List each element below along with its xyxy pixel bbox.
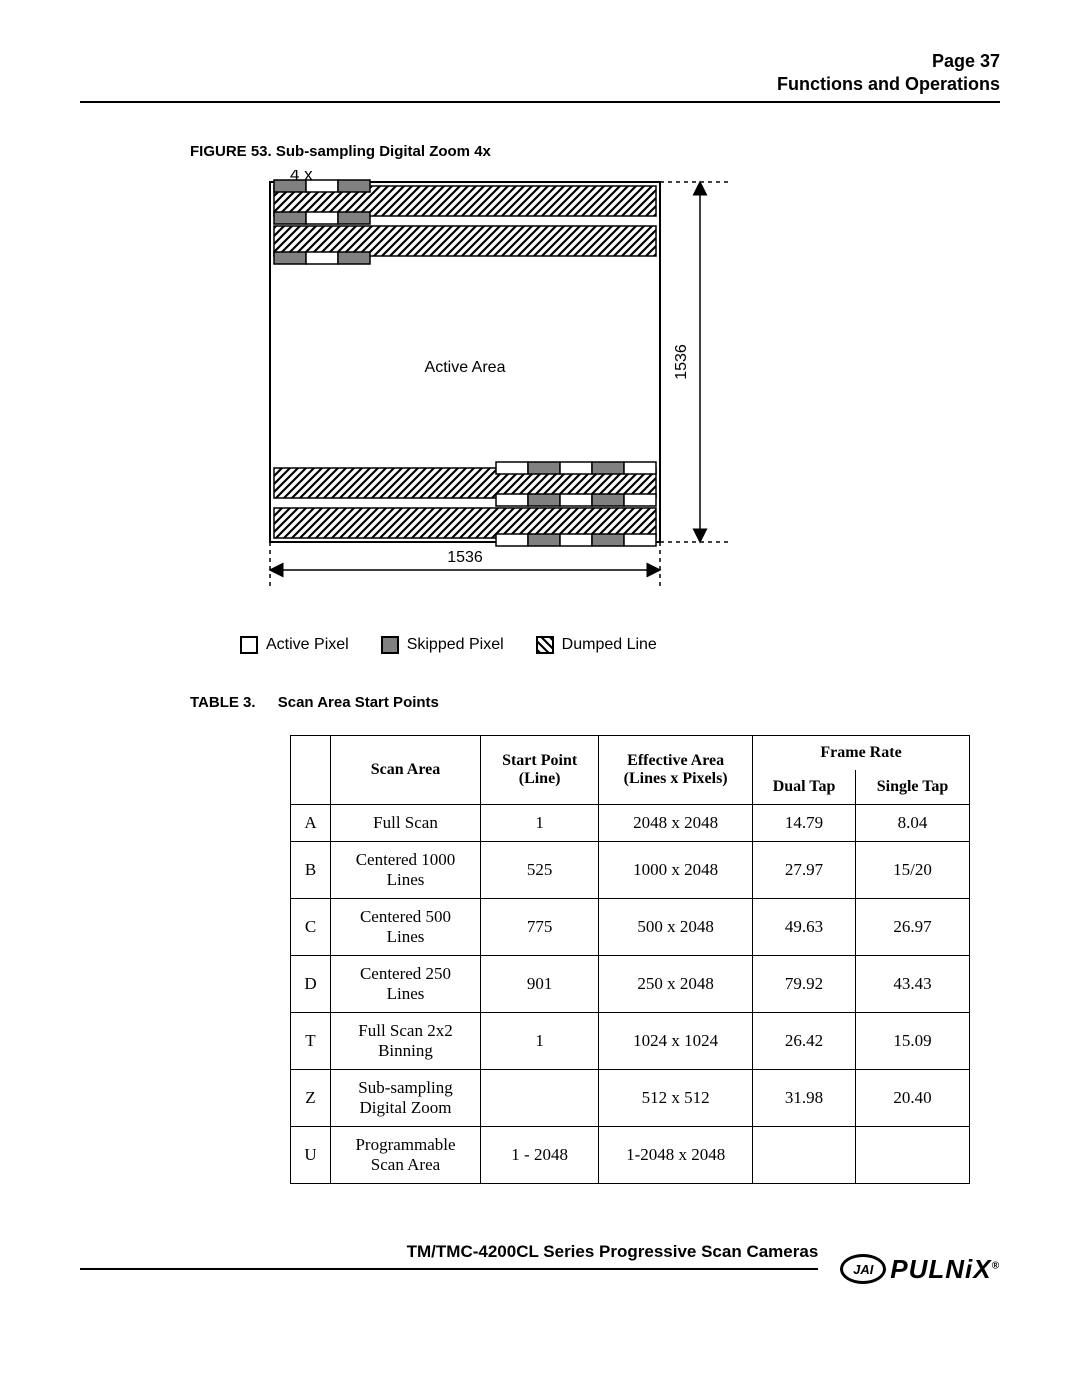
table-row: ZSub-sampling Digital Zoom 512 x 51231.98… (291, 1069, 970, 1126)
table-cell: U (291, 1126, 331, 1183)
logo-pulnix: PULNiX® (890, 1254, 1000, 1285)
table-row: TFull Scan 2x2 Binning11024 x 102426.421… (291, 1012, 970, 1069)
col-effective-area: Effective Area (Lines x Pixels) (599, 735, 753, 804)
figure-legend: Active Pixel Skipped Pixel Dumped Line (240, 636, 1000, 654)
table-cell: Sub-sampling Digital Zoom (331, 1069, 481, 1126)
active-pixel-swatch (240, 636, 258, 654)
brand-logo: JAI PULNiX® (840, 1254, 1000, 1285)
col-code (291, 735, 331, 804)
table-cell: 31.98 (753, 1069, 856, 1126)
table-cell: Full Scan 2x2 Binning (331, 1012, 481, 1069)
page-number: Page 37 (80, 50, 1000, 73)
figure-caption: FIGURE 53. Sub-sampling Digital Zoom 4x (190, 143, 1000, 160)
table-cell: 49.63 (753, 898, 856, 955)
col-scan-area: Scan Area (331, 735, 481, 804)
table-cell: 1024 x 1024 (599, 1012, 753, 1069)
dumped-line-swatch (536, 636, 554, 654)
skipped-pixel-swatch (381, 636, 399, 654)
table-cell: 525 (481, 841, 599, 898)
table-row: BCentered 1000 Lines5251000 x 204827.971… (291, 841, 970, 898)
svg-text:1536: 1536 (673, 344, 690, 380)
table-cell: 26.97 (856, 898, 970, 955)
section-title: Functions and Operations (80, 73, 1000, 96)
table-cell: T (291, 1012, 331, 1069)
table-cell: 1-2048 x 2048 (599, 1126, 753, 1183)
legend-active-pixel: Active Pixel (240, 636, 349, 654)
table-row: DCentered 250 Lines901250 x 204879.9243.… (291, 955, 970, 1012)
svg-text:Active Area: Active Area (425, 359, 506, 376)
table-cell: 15.09 (856, 1012, 970, 1069)
page: Page 37 Functions and Operations FIGURE … (0, 0, 1080, 1315)
legend-label: Active Pixel (266, 636, 349, 654)
footer-product: TM/TMC-4200CL Series Progressive Scan Ca… (407, 1242, 819, 1262)
col-single-tap: Single Tap (856, 770, 970, 805)
diagram-svg: 4 xActive Area15361536 (260, 170, 820, 610)
table-cell: 15/20 (856, 841, 970, 898)
table-cell: D (291, 955, 331, 1012)
table-cell: 512 x 512 (599, 1069, 753, 1126)
logo-jai: JAI (840, 1254, 886, 1284)
table-cell: 1 (481, 1012, 599, 1069)
scan-area-table: Scan Area Start Point (Line) Effective A… (290, 735, 970, 1184)
figure-label: FIGURE 53. (190, 143, 272, 160)
page-footer: TM/TMC-4200CL Series Progressive Scan Ca… (80, 1254, 1000, 1285)
table-caption: TABLE 3. Scan Area Start Points (190, 694, 1000, 711)
table-cell: 1000 x 2048 (599, 841, 753, 898)
table-row: AFull Scan12048 x 204814.798.04 (291, 804, 970, 841)
col-start-point: Start Point (Line) (481, 735, 599, 804)
table-cell (481, 1069, 599, 1126)
legend-label: Dumped Line (562, 636, 657, 654)
table-row: UProgrammable Scan Area1 - 20481-2048 x … (291, 1126, 970, 1183)
table-cell: C (291, 898, 331, 955)
table-header-row: Scan Area Start Point (Line) Effective A… (291, 735, 970, 770)
table-cell: Programmable Scan Area (331, 1126, 481, 1183)
table-cell: 79.92 (753, 955, 856, 1012)
legend-dumped-line: Dumped Line (536, 636, 657, 654)
table-cell: A (291, 804, 331, 841)
table-title: Scan Area Start Points (278, 694, 439, 711)
table-cell: Centered 1000 Lines (331, 841, 481, 898)
table-cell: 27.97 (753, 841, 856, 898)
table-cell: Z (291, 1069, 331, 1126)
registered-mark: ® (992, 1260, 1000, 1271)
page-header: Page 37 Functions and Operations (80, 50, 1000, 103)
table-cell: 26.42 (753, 1012, 856, 1069)
table-body: AFull Scan12048 x 204814.798.04BCentered… (291, 804, 970, 1183)
table-cell (753, 1126, 856, 1183)
table-cell: B (291, 841, 331, 898)
table-cell: 250 x 2048 (599, 955, 753, 1012)
col-dual-tap: Dual Tap (753, 770, 856, 805)
table-cell: 20.40 (856, 1069, 970, 1126)
table-row: CCentered 500 Lines775500 x 204849.6326.… (291, 898, 970, 955)
figure-title: Sub-sampling Digital Zoom 4x (276, 143, 491, 160)
table-cell: 775 (481, 898, 599, 955)
svg-text:1536: 1536 (447, 549, 483, 566)
legend-skipped-pixel: Skipped Pixel (381, 636, 504, 654)
table-cell: Centered 500 Lines (331, 898, 481, 955)
table-cell: 1 - 2048 (481, 1126, 599, 1183)
legend-label: Skipped Pixel (407, 636, 504, 654)
table-cell (856, 1126, 970, 1183)
table-cell: 901 (481, 955, 599, 1012)
table-cell: 14.79 (753, 804, 856, 841)
table-label: TABLE 3. (190, 694, 256, 711)
footer-rule: TM/TMC-4200CL Series Progressive Scan Ca… (80, 1268, 818, 1270)
table-cell: 8.04 (856, 804, 970, 841)
figure-diagram: 4 xActive Area15361536 (260, 170, 820, 610)
table-cell: 1 (481, 804, 599, 841)
table-cell: 43.43 (856, 955, 970, 1012)
table-cell: 500 x 2048 (599, 898, 753, 955)
col-frame-rate: Frame Rate (753, 735, 970, 770)
table-cell: 2048 x 2048 (599, 804, 753, 841)
table-cell: Centered 250 Lines (331, 955, 481, 1012)
table-cell: Full Scan (331, 804, 481, 841)
